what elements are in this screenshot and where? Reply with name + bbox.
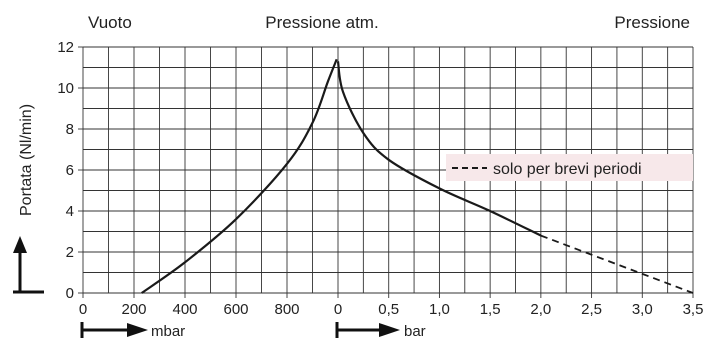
x-tick-label-bar: 1,5 [480, 301, 501, 318]
x-unit-mbar: mbar [151, 323, 185, 340]
x-tick-label-mbar: 800 [274, 301, 299, 318]
x-tick-label-bar: 2,0 [530, 301, 551, 318]
x-tick-label-bar: 0,5 [378, 301, 399, 318]
x-tick-label-bar: 1,0 [429, 301, 450, 318]
legend-background [446, 154, 693, 181]
grid: 0 2 4 6 8 10 12 0 200 400 600 800 0 0,5 1,0 1,5 2,0 2,5 3,… [57, 39, 703, 318]
y-tick-label: 0 [66, 285, 74, 302]
header-vacuum: Vuoto [88, 13, 132, 32]
header-atm-pressure: Pressione atm. [265, 13, 378, 32]
x-unit-bar: bar [404, 323, 426, 340]
y-tick-label: 4 [66, 203, 74, 220]
y-tick-label: 12 [57, 39, 74, 56]
x-tick-label-bar: 3,5 [683, 301, 704, 318]
series-line-vacuum [141, 58, 338, 294]
bar-arrow-icon [335, 322, 400, 338]
legend-label: solo per brevi periodi [493, 161, 642, 178]
header-pressure: Pressione [614, 13, 690, 32]
y-tick-label: 2 [66, 244, 74, 261]
x-tick-label-mbar: 400 [172, 301, 197, 318]
y-tick-label: 10 [57, 80, 74, 97]
x-tick-label-bar: 3,0 [632, 301, 653, 318]
series-line-pressure [336, 61, 542, 237]
x-tick-label-mbar: 0 [334, 301, 342, 318]
y-axis-arrow-icon [13, 236, 44, 294]
mbar-arrow-icon [80, 322, 148, 338]
x-tick-label-mbar: 0 [79, 301, 87, 318]
y-axis-label: Portata (Nl/min) [18, 104, 35, 216]
x-tick-label-mbar: 600 [223, 301, 248, 318]
curves [141, 58, 694, 294]
series-line-dashed [540, 234, 694, 294]
y-tick-label: 8 [66, 121, 74, 138]
x-tick-label-bar: 2,5 [581, 301, 602, 318]
x-tick-label-mbar: 200 [121, 301, 146, 318]
y-tick-label: 6 [66, 162, 74, 179]
legend: solo per brevi periodi [446, 154, 693, 181]
